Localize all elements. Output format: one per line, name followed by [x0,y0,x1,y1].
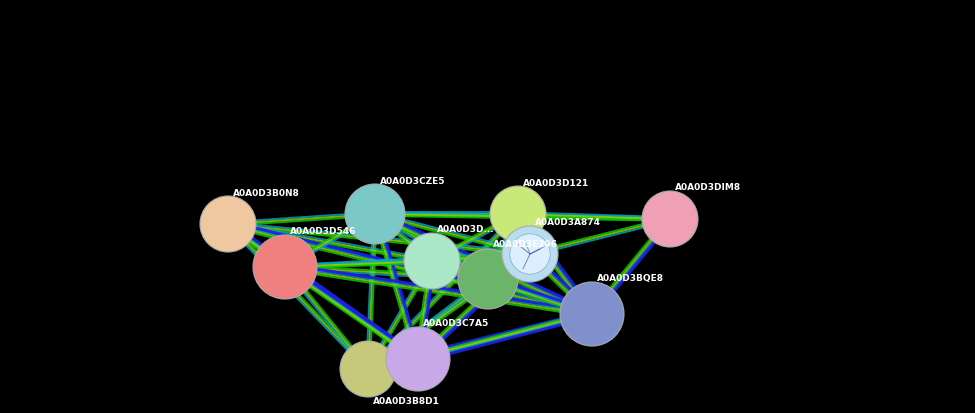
Text: A0A0D3CZE5: A0A0D3CZE5 [380,176,446,185]
Text: A0A0D3D121: A0A0D3D121 [523,178,589,187]
Circle shape [560,282,624,346]
Text: A0A0D3A874: A0A0D3A874 [535,218,601,227]
Circle shape [386,327,450,391]
Text: A0A0D3D...: A0A0D3D... [437,225,494,234]
Text: A0A0D3B0N8: A0A0D3B0N8 [233,188,300,197]
Text: A0A0D3D546: A0A0D3D546 [290,227,357,236]
Circle shape [510,234,550,275]
Circle shape [345,185,405,244]
Circle shape [490,187,546,242]
Circle shape [642,192,698,247]
Text: A0A0D3DIM8: A0A0D3DIM8 [675,183,741,192]
Circle shape [458,249,518,309]
Circle shape [502,226,558,282]
Circle shape [340,341,396,397]
Circle shape [404,233,460,289]
Circle shape [200,197,256,252]
Text: A0A0D3B8D1: A0A0D3B8D1 [373,396,440,406]
Text: A0A0D3C7A5: A0A0D3C7A5 [423,319,489,328]
Text: A0A0D3E296: A0A0D3E296 [493,240,558,249]
Text: A0A0D3BQE8: A0A0D3BQE8 [597,274,664,283]
Circle shape [253,235,317,299]
